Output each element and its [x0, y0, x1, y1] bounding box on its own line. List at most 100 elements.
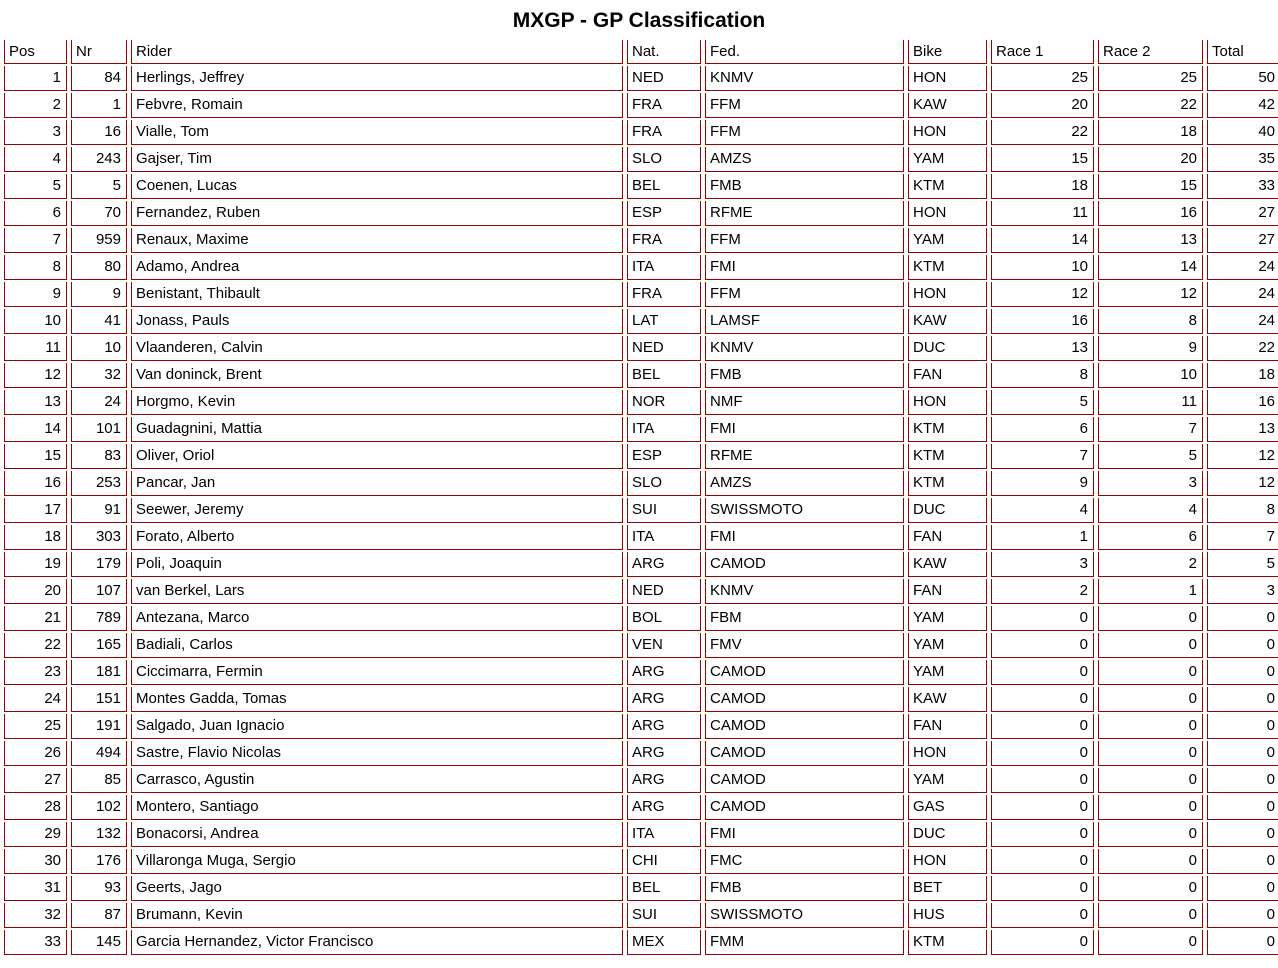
- cell-race2: 9: [1098, 336, 1203, 361]
- cell-bike: YAM: [908, 768, 987, 793]
- cell-pos: 32: [4, 903, 67, 928]
- cell-rider: Antezana, Marco: [131, 606, 623, 631]
- cell-bike: FAN: [908, 714, 987, 739]
- cell-nat: FRA: [627, 93, 701, 118]
- cell-rider: Adamo, Andrea: [131, 255, 623, 280]
- cell-fed: FFM: [705, 93, 904, 118]
- cell-race1: 11: [991, 201, 1094, 226]
- cell-nat: BEL: [627, 876, 701, 901]
- cell-bike: KTM: [908, 174, 987, 199]
- cell-fed: CAMOD: [705, 552, 904, 577]
- page-title: MXGP - GP Classification: [512, 9, 766, 32]
- cell-total: 0: [1207, 876, 1278, 901]
- cell-rider: Herlings, Jeffrey: [131, 66, 623, 91]
- cell-bike: HUS: [908, 903, 987, 928]
- cell-total: 18: [1207, 363, 1278, 388]
- cell-race2: 0: [1098, 930, 1203, 955]
- cell-nat: ARG: [627, 714, 701, 739]
- cell-nr: 70: [71, 201, 127, 226]
- cell-nat: ITA: [627, 525, 701, 550]
- table-row: 17 91 Seewer, Jeremy SUI SWISSMOTO DUC 4 4 8: [4, 498, 1278, 523]
- cell-bike: HON: [908, 390, 987, 415]
- cell-nr: 165: [71, 633, 127, 658]
- cell-total: 0: [1207, 633, 1278, 658]
- cell-pos: 31: [4, 876, 67, 901]
- cell-race2: 7: [1098, 417, 1203, 442]
- cell-nr: 494: [71, 741, 127, 766]
- cell-nat: MEX: [627, 930, 701, 955]
- cell-race2: 0: [1098, 849, 1203, 874]
- cell-race2: 11: [1098, 390, 1203, 415]
- cell-nat: SLO: [627, 147, 701, 172]
- cell-nat: ESP: [627, 444, 701, 469]
- cell-rider: Van doninck, Brent: [131, 363, 623, 388]
- cell-rider: Brumann, Kevin: [131, 903, 623, 928]
- cell-fed: KNMV: [705, 336, 904, 361]
- cell-pos: 18: [4, 525, 67, 550]
- cell-race1: 0: [991, 687, 1094, 712]
- cell-nat: NOR: [627, 390, 701, 415]
- cell-race1: 15: [991, 147, 1094, 172]
- column-header-nr: Nr: [71, 40, 127, 64]
- cell-pos: 3: [4, 120, 67, 145]
- cell-race2: 0: [1098, 768, 1203, 793]
- cell-total: 0: [1207, 822, 1278, 847]
- table-row: 4 243 Gajser, Tim SLO AMZS YAM 15 20 35: [4, 147, 1278, 172]
- cell-fed: LAMSF: [705, 309, 904, 334]
- cell-fed: KNMV: [705, 579, 904, 604]
- cell-rider: Salgado, Juan Ignacio: [131, 714, 623, 739]
- cell-total: 0: [1207, 903, 1278, 928]
- table-row: 15 83 Oliver, Oriol ESP RFME KTM 7 5 12: [4, 444, 1278, 469]
- cell-race1: 1: [991, 525, 1094, 550]
- cell-nr: 789: [71, 606, 127, 631]
- cell-nr: 107: [71, 579, 127, 604]
- cell-race1: 0: [991, 903, 1094, 928]
- cell-pos: 11: [4, 336, 67, 361]
- cell-fed: CAMOD: [705, 795, 904, 820]
- cell-rider: Carrasco, Agustin: [131, 768, 623, 793]
- cell-rider: Oliver, Oriol: [131, 444, 623, 469]
- cell-race2: 0: [1098, 606, 1203, 631]
- column-header-bike: Bike: [908, 40, 987, 64]
- cell-nat: BEL: [627, 363, 701, 388]
- cell-total: 0: [1207, 930, 1278, 955]
- cell-bike: HON: [908, 282, 987, 307]
- cell-nr: 151: [71, 687, 127, 712]
- cell-race2: 12: [1098, 282, 1203, 307]
- cell-race2: 22: [1098, 93, 1203, 118]
- cell-rider: Jonass, Pauls: [131, 309, 623, 334]
- cell-bike: HON: [908, 201, 987, 226]
- cell-race2: 15: [1098, 174, 1203, 199]
- table-row: 28 102 Montero, Santiago ARG CAMOD GAS 0 0 0: [4, 795, 1278, 820]
- cell-nr: 303: [71, 525, 127, 550]
- cell-total: 24: [1207, 309, 1278, 334]
- cell-nat: SLO: [627, 471, 701, 496]
- cell-nr: 1: [71, 93, 127, 118]
- table-row: 25 191 Salgado, Juan Ignacio ARG CAMOD FAN 0 0 0: [4, 714, 1278, 739]
- cell-total: 0: [1207, 849, 1278, 874]
- cell-nr: 93: [71, 876, 127, 901]
- cell-race1: 0: [991, 741, 1094, 766]
- cell-fed: AMZS: [705, 471, 904, 496]
- cell-bike: KTM: [908, 930, 987, 955]
- cell-rider: Horgmo, Kevin: [131, 390, 623, 415]
- cell-bike: YAM: [908, 606, 987, 631]
- cell-total: 27: [1207, 201, 1278, 226]
- table-row: 12 32 Van doninck, Brent BEL FMB FAN 8 10 18: [4, 363, 1278, 388]
- cell-nr: 959: [71, 228, 127, 253]
- cell-rider: Benistant, Thibault: [131, 282, 623, 307]
- cell-fed: FMI: [705, 822, 904, 847]
- cell-rider: Febvre, Romain: [131, 93, 623, 118]
- cell-bike: YAM: [908, 147, 987, 172]
- table-row: 23 181 Ciccimarra, Fermin ARG CAMOD YAM 0 0 0: [4, 660, 1278, 685]
- cell-pos: 8: [4, 255, 67, 280]
- cell-bike: KAW: [908, 309, 987, 334]
- cell-bike: DUC: [908, 822, 987, 847]
- cell-rider: Vialle, Tom: [131, 120, 623, 145]
- cell-bike: HON: [908, 849, 987, 874]
- cell-fed: FMI: [705, 255, 904, 280]
- cell-pos: 33: [4, 930, 67, 955]
- table-row: 20 107 van Berkel, Lars NED KNMV FAN 2 1 3: [4, 579, 1278, 604]
- cell-fed: FMV: [705, 633, 904, 658]
